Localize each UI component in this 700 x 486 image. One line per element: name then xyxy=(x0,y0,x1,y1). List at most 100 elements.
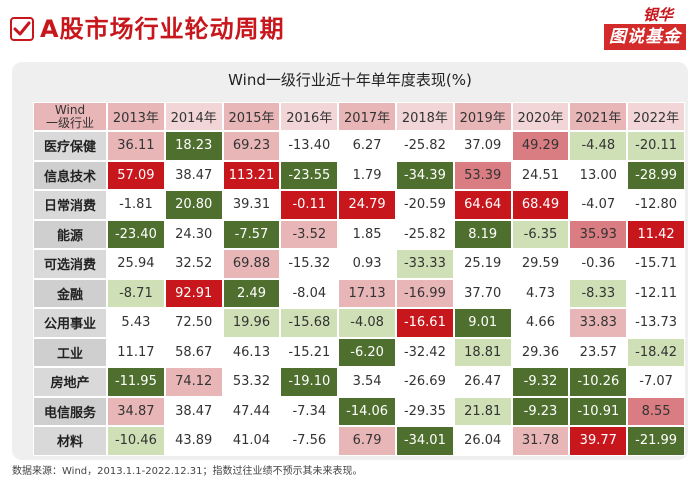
heatmap-cell: 38.47 xyxy=(164,396,223,426)
heatmap-cell: 4.73 xyxy=(511,278,570,308)
heatmap-cell: 6.79 xyxy=(338,426,396,456)
heatmap-cell: 46.13 xyxy=(222,337,281,367)
heatmap-cell: 33.83 xyxy=(569,308,628,338)
heatmap-cell: -15.71 xyxy=(627,249,685,279)
heatmap-cell: 31.78 xyxy=(511,426,570,456)
heatmap-cell: -26.69 xyxy=(396,367,454,397)
heatmap-cell: -19.10 xyxy=(280,367,339,397)
heatmap-cell: -20.11 xyxy=(627,131,685,161)
heatmap-cell: 11.42 xyxy=(627,219,685,249)
column-header: 2016年 xyxy=(280,102,339,131)
heatmap-cell: -9.23 xyxy=(511,396,570,426)
column-header: 2017年 xyxy=(338,102,396,131)
heatmap-cell: 49.29 xyxy=(511,131,570,161)
heatmap-cell: -8.33 xyxy=(569,278,628,308)
heatmap-cell: 41.04 xyxy=(222,426,281,456)
heatmap-cell: -10.46 xyxy=(107,426,165,456)
heatmap-cell: -10.26 xyxy=(569,367,628,397)
heatmap-cell: 34.87 xyxy=(107,396,165,426)
row-label: 公用事业 xyxy=(33,308,107,338)
heatmap-cell: -16.99 xyxy=(396,278,454,308)
column-header: 2019年 xyxy=(453,102,512,131)
column-header: 2020年 xyxy=(511,102,570,131)
heatmap-cell: 8.55 xyxy=(627,396,685,426)
heatmap-cell: 74.12 xyxy=(164,367,223,397)
heatmap-cell: 43.89 xyxy=(164,426,223,456)
row-label: 工业 xyxy=(33,337,107,367)
heatmap-cell: 1.85 xyxy=(338,219,396,249)
heatmap-cell: -7.57 xyxy=(222,219,281,249)
heatmap-cell: -18.42 xyxy=(627,337,685,367)
heatmap-cell: 24.30 xyxy=(164,219,223,249)
heatmap-cell: 9.01 xyxy=(453,308,512,338)
heatmap-cell: -4.48 xyxy=(569,131,628,161)
row-label: 可选消费 xyxy=(33,249,107,279)
heatmap-cell: -7.34 xyxy=(280,396,339,426)
heatmap-cell: 37.09 xyxy=(453,131,512,161)
heatmap-cell: 18.23 xyxy=(164,131,223,161)
heatmap-cell: 19.96 xyxy=(222,308,281,338)
heatmap-cell: -13.73 xyxy=(627,308,685,338)
heatmap-cell: 58.67 xyxy=(164,337,223,367)
heatmap-cell: -23.40 xyxy=(107,219,165,249)
brand-top-text: 银华 xyxy=(639,6,676,24)
heatmap-cell: 11.17 xyxy=(107,337,165,367)
column-header: 2014年 xyxy=(164,102,223,131)
heatmap-cell: -0.11 xyxy=(280,190,339,220)
heatmap-cell: 72.50 xyxy=(164,308,223,338)
heatmap-cell: -12.80 xyxy=(627,190,685,220)
heatmap-cell: -8.04 xyxy=(280,278,339,308)
heatmap-cell: -15.21 xyxy=(280,337,339,367)
row-label: 医疗保健 xyxy=(33,131,107,161)
heatmap-cell: 4.66 xyxy=(511,308,570,338)
heatmap-cell: 21.81 xyxy=(453,396,512,426)
heatmap-cell: 24.79 xyxy=(338,190,396,220)
row-label: 日常消费 xyxy=(33,190,107,220)
heatmap-cell: 69.88 xyxy=(222,249,281,279)
heatmap-cell: 47.44 xyxy=(222,396,281,426)
heatmap-cell: 32.52 xyxy=(164,249,223,279)
heatmap-cell: 64.64 xyxy=(453,190,512,220)
heatmap-cell: -9.32 xyxy=(511,367,570,397)
heatmap-cell: 17.13 xyxy=(338,278,396,308)
heatmap-cell: -34.01 xyxy=(396,426,454,456)
heatmap-cell: 37.70 xyxy=(453,278,512,308)
heatmap-cell: -33.33 xyxy=(396,249,454,279)
heatmap-cell: -10.91 xyxy=(569,396,628,426)
heatmap-cell: 53.39 xyxy=(453,160,512,190)
heatmap-cell: -3.52 xyxy=(280,219,339,249)
heatmap-cell: -29.35 xyxy=(396,396,454,426)
row-label: 电信服务 xyxy=(33,396,107,426)
heatmap-cell: 38.47 xyxy=(164,160,223,190)
chart-title: Wind一级行业近十年单年度表现(%) xyxy=(228,71,472,89)
heatmap-cell: -34.39 xyxy=(396,160,454,190)
heatmap-cell: 29.59 xyxy=(511,249,570,279)
heatmap-cell: -4.07 xyxy=(569,190,628,220)
heatmap-cell: -15.32 xyxy=(280,249,339,279)
column-header: 2015年 xyxy=(222,102,281,131)
heatmap-cell: -11.95 xyxy=(107,367,165,397)
row-label: 房地产 xyxy=(33,367,107,397)
heatmap-cell: 69.23 xyxy=(222,131,281,161)
heatmap-cell: 1.79 xyxy=(338,160,396,190)
heatmap-cell: -14.06 xyxy=(338,396,396,426)
row-label: 金融 xyxy=(33,278,107,308)
heatmap-cell: 5.43 xyxy=(107,308,165,338)
heatmap-cell: 36.11 xyxy=(107,131,165,161)
heatmap-cell: -4.08 xyxy=(338,308,396,338)
heatmap-cell: -15.68 xyxy=(280,308,339,338)
heatmap-cell: -21.99 xyxy=(627,426,685,456)
heatmap-cell: 0.93 xyxy=(338,249,396,279)
chart-panel: Wind一级行业近十年单年度表现(%) Wind 一级行业 2013年 2014年… xyxy=(12,62,688,460)
heatmap-cell: 53.32 xyxy=(222,367,281,397)
heatmap-cell: 39.77 xyxy=(569,426,628,456)
page-header: A股市场行业轮动周期 银华 图说基金 xyxy=(0,0,700,58)
heatmap-cell: -16.61 xyxy=(396,308,454,338)
heatmap-cell: -23.55 xyxy=(280,160,339,190)
heatmap-cell: 29.36 xyxy=(511,337,570,367)
heatmap-cell: 25.19 xyxy=(453,249,512,279)
corner-label-line2: 一级行业 xyxy=(45,115,94,130)
row-label: 材料 xyxy=(33,426,107,456)
heatmap-cell: 68.49 xyxy=(511,190,570,220)
heatmap-cell: -32.42 xyxy=(396,337,454,367)
